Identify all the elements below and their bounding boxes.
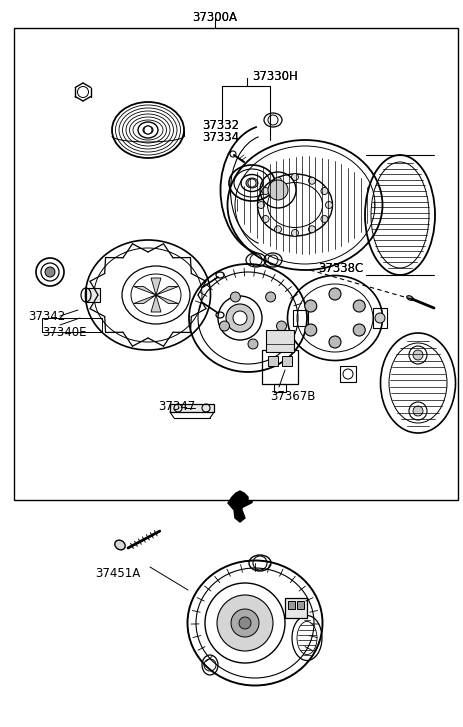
Circle shape [231, 609, 259, 637]
Bar [293, 310, 308, 326]
Polygon shape [156, 286, 178, 295]
Circle shape [305, 324, 317, 336]
Text: 37300A: 37300A [193, 11, 238, 24]
Text: 37332: 37332 [202, 119, 239, 132]
Circle shape [325, 201, 332, 209]
Bar [266, 330, 294, 352]
Circle shape [266, 292, 275, 302]
Circle shape [45, 267, 55, 277]
Circle shape [353, 324, 365, 336]
Circle shape [248, 179, 256, 187]
Circle shape [413, 350, 423, 360]
Circle shape [321, 215, 328, 222]
Text: 37367B: 37367B [270, 390, 315, 403]
Text: 37330H: 37330H [252, 70, 298, 83]
Circle shape [275, 226, 282, 233]
Circle shape [262, 215, 269, 222]
Circle shape [226, 304, 254, 332]
Circle shape [268, 180, 288, 200]
Bar [285, 598, 307, 618]
Text: 37300A: 37300A [193, 11, 238, 24]
Circle shape [329, 336, 341, 348]
Ellipse shape [115, 540, 125, 550]
Circle shape [276, 321, 287, 331]
Text: 37338C: 37338C [318, 262, 363, 275]
Text: 37342: 37342 [28, 310, 65, 323]
Polygon shape [151, 278, 161, 295]
Circle shape [233, 311, 247, 325]
Text: 37330H: 37330H [252, 70, 298, 83]
Circle shape [231, 292, 240, 302]
Circle shape [305, 300, 317, 312]
Polygon shape [134, 295, 156, 303]
Bar [373, 308, 387, 328]
Bar [262, 350, 298, 384]
Circle shape [217, 595, 273, 651]
Bar [274, 384, 286, 392]
Circle shape [308, 177, 315, 184]
Bar [297, 601, 304, 609]
Circle shape [329, 288, 341, 300]
Circle shape [219, 321, 230, 331]
Bar [268, 356, 278, 366]
Polygon shape [228, 491, 248, 522]
Text: 37332: 37332 [202, 119, 239, 132]
Polygon shape [156, 295, 178, 303]
Text: 37334: 37334 [202, 131, 239, 144]
Ellipse shape [246, 178, 258, 188]
Bar [42, 318, 102, 332]
Circle shape [292, 174, 299, 180]
Circle shape [239, 617, 251, 629]
Text: 37340E: 37340E [42, 326, 87, 339]
Circle shape [248, 339, 258, 349]
Circle shape [353, 300, 365, 312]
Circle shape [375, 313, 385, 323]
Polygon shape [134, 286, 156, 295]
Polygon shape [86, 288, 100, 302]
Text: 37338C: 37338C [318, 262, 363, 275]
Text: 37334: 37334 [202, 131, 239, 144]
Ellipse shape [407, 296, 413, 300]
Circle shape [144, 126, 152, 134]
Circle shape [292, 230, 299, 236]
Circle shape [257, 201, 264, 209]
Text: 37451A: 37451A [95, 567, 140, 580]
Bar [340, 366, 356, 382]
Circle shape [308, 226, 315, 233]
Text: 37347: 37347 [158, 400, 195, 413]
Bar [282, 356, 292, 366]
Polygon shape [151, 295, 161, 312]
Ellipse shape [143, 126, 153, 134]
Bar [14, 28, 458, 500]
Circle shape [413, 406, 423, 416]
Bar [288, 601, 295, 609]
Polygon shape [170, 404, 214, 412]
Circle shape [275, 177, 282, 184]
Circle shape [321, 188, 328, 195]
Circle shape [262, 188, 269, 195]
